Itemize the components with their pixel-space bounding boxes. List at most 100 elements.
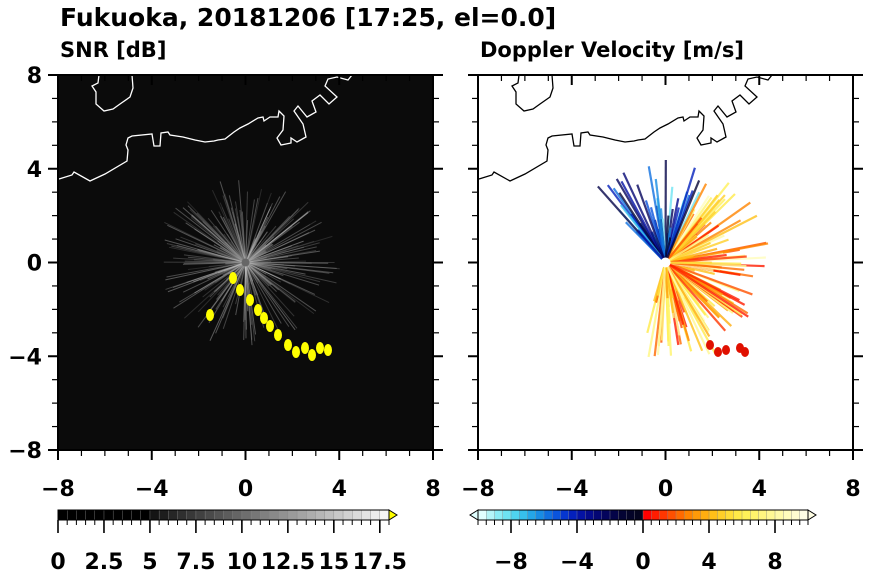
- colorbar-cell: [569, 510, 578, 520]
- colorbar-tick-label: 10: [227, 550, 258, 570]
- colorbar-cell: [95, 510, 105, 520]
- colorbar-cell: [783, 510, 792, 520]
- colorbar-cell: [178, 510, 188, 520]
- colorbar-tick-label: 4: [701, 550, 716, 570]
- x-tick-label: 8: [845, 477, 860, 502]
- colorbar-tick-label: 7.5: [176, 550, 215, 570]
- colorbar-cell: [717, 510, 726, 520]
- snr-strong-echo: [254, 304, 262, 316]
- colorbar-cell: [242, 510, 252, 520]
- colorbar-cell: [775, 510, 784, 520]
- x-tick-label: −8: [41, 477, 75, 502]
- colorbar-cell: [693, 510, 702, 520]
- colorbar-cell: [104, 510, 114, 520]
- colorbar-cell: [122, 510, 132, 520]
- colorbar-cell: [544, 510, 553, 520]
- colorbar-tick-label: −4: [560, 550, 594, 570]
- y-tick-label: 0: [27, 252, 42, 277]
- colorbar-cell: [58, 510, 68, 520]
- colorbar-cell: [325, 510, 335, 520]
- colorbar-cell: [168, 510, 178, 520]
- colorbar-cell: [279, 510, 289, 520]
- colorbar-cell: [660, 510, 669, 520]
- snr-strong-echo: [292, 346, 300, 358]
- x-tick-label: 0: [238, 477, 253, 502]
- snr-plot: [58, 75, 433, 450]
- colorbar-tick-label: 5: [142, 550, 157, 570]
- colorbar-cell: [668, 510, 677, 520]
- colorbar-cell: [676, 510, 685, 520]
- colorbar-max-arrow: [389, 510, 397, 520]
- colorbar-cell: [800, 510, 809, 520]
- colorbar-cell: [536, 510, 545, 520]
- colorbar-cell: [380, 510, 390, 520]
- colorbar-cell: [260, 510, 270, 520]
- colorbar-cell: [486, 510, 495, 520]
- y-tick-label: 8: [27, 64, 42, 89]
- colorbar-cell: [561, 510, 570, 520]
- colorbar-tick-label: 12.5: [261, 550, 315, 570]
- radar-site: [242, 259, 250, 267]
- colorbar-cell: [187, 510, 197, 520]
- colorbar-cell: [585, 510, 594, 520]
- doppler-echo: [741, 347, 749, 357]
- colorbar-tick-label: −8: [494, 550, 528, 570]
- colorbar-cell: [519, 510, 528, 520]
- snr-panel-title: SNR [dB]: [60, 38, 166, 62]
- colorbar-cell: [288, 510, 298, 520]
- doppler-panel-title: Doppler Velocity [m/s]: [480, 38, 744, 62]
- x-tick-label: 8: [425, 477, 440, 502]
- colorbar-cell: [343, 510, 353, 520]
- colorbar-cell: [610, 510, 619, 520]
- colorbar-cell: [734, 510, 743, 520]
- colorbar-tick-label: 0: [50, 550, 65, 570]
- colorbar-tick-label: 8: [767, 550, 782, 570]
- y-tick-label: −4: [8, 345, 42, 370]
- colorbar-cell: [478, 510, 487, 520]
- colorbar-tick-label: 17.5: [353, 550, 407, 570]
- doppler-colorbar: −8 −4 0 4 8: [470, 510, 816, 570]
- colorbar-cell: [224, 510, 234, 520]
- snr-strong-echo: [324, 344, 332, 356]
- colorbar-cell: [113, 510, 123, 520]
- colorbar-cell: [141, 510, 151, 520]
- colorbar-cell: [750, 510, 759, 520]
- snr-strong-echo: [229, 272, 237, 284]
- y-tick-label: 4: [27, 158, 42, 183]
- colorbar-cell: [701, 510, 710, 520]
- doppler-echo: [722, 345, 730, 355]
- colorbar-cell: [511, 510, 520, 520]
- colorbar-tick-label: 0: [635, 550, 650, 570]
- colorbar-cell: [552, 510, 561, 520]
- colorbar-cell: [503, 510, 512, 520]
- colorbar-cell: [233, 510, 243, 520]
- colorbar-cell: [742, 510, 751, 520]
- x-tick-label: −4: [555, 477, 589, 502]
- colorbar-cell: [150, 510, 160, 520]
- x-tick-label: 4: [332, 477, 347, 502]
- colorbar-cell: [76, 510, 86, 520]
- colorbar-cell: [159, 510, 169, 520]
- colorbar-cell: [86, 510, 96, 520]
- snr-strong-echo: [316, 342, 324, 354]
- colorbar-cell: [361, 510, 371, 520]
- colorbar-cell: [618, 510, 627, 520]
- colorbar-cell: [792, 510, 801, 520]
- x-tick-label: −4: [135, 477, 169, 502]
- colorbar-cell: [132, 510, 142, 520]
- snr-strong-echo: [308, 349, 316, 361]
- x-tick-label: 0: [658, 477, 673, 502]
- x-tick-label: −8: [461, 477, 495, 502]
- colorbar-max-arrow: [808, 510, 816, 520]
- snr-strong-echo: [301, 342, 309, 354]
- colorbar-cell: [651, 510, 660, 520]
- colorbar-cell: [528, 510, 537, 520]
- snr-strong-echo: [266, 320, 274, 332]
- doppler-plot: [478, 75, 853, 450]
- colorbar-cell: [709, 510, 718, 520]
- doppler-echo: [706, 340, 714, 350]
- doppler-echo-ray: [666, 263, 742, 264]
- snr-strong-echo: [260, 312, 268, 324]
